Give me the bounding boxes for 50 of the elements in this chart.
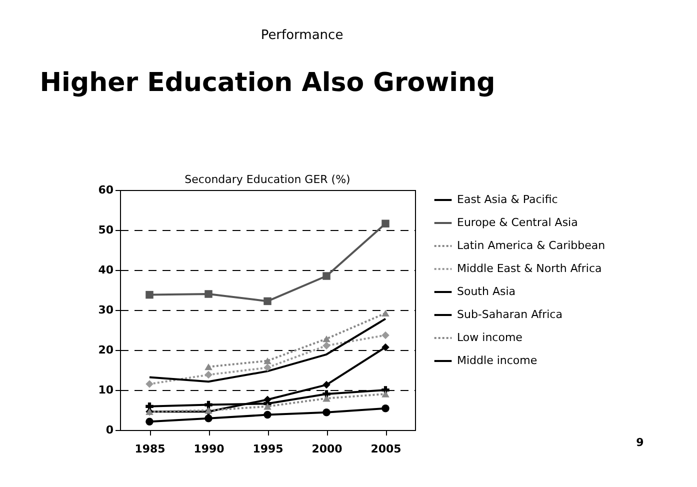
y-tick-label: 10 [98, 384, 114, 396]
x-tick-label: 1995 [252, 442, 284, 456]
point [146, 402, 154, 410]
y-tick-label: 40 [98, 264, 114, 276]
point [264, 357, 272, 364]
legend-label: Sub-Saharan Africa [457, 308, 562, 321]
legend-label: East Asia & Pacific [457, 193, 558, 206]
text: Performance [260, 28, 344, 43]
point [204, 290, 212, 298]
point [204, 400, 212, 409]
point [322, 335, 330, 342]
chart-subtitle: Secondary Education GER (%) [184, 173, 350, 186]
point [382, 331, 390, 340]
y-tick-label: 30 [98, 304, 114, 316]
x-tick-label: 2000 [312, 442, 343, 456]
point [322, 395, 330, 402]
point [264, 297, 272, 306]
legend-label: South Asia [457, 285, 516, 298]
point [146, 290, 154, 299]
chart-title: Higher Education Also Growing [40, 68, 496, 98]
point [146, 418, 154, 426]
y-tick-label: 50 [98, 224, 114, 236]
point [382, 343, 390, 352]
x-tick-label: 1985 [134, 442, 166, 456]
point [382, 220, 390, 228]
legend-label: Europe & Central Asia [457, 216, 578, 229]
point [322, 380, 330, 389]
point [322, 408, 330, 416]
point [382, 390, 390, 398]
y-tick-label: 60 [98, 184, 114, 196]
point [204, 363, 212, 370]
point [264, 403, 272, 410]
point [382, 404, 390, 412]
point [204, 370, 212, 379]
point [322, 272, 330, 280]
point [204, 414, 212, 422]
y-tick-label: 0 [106, 424, 114, 436]
x-tick-label: 1990 [194, 442, 225, 456]
point [382, 310, 390, 317]
legend-label: Low income [457, 331, 523, 344]
point [264, 410, 272, 419]
legend-label: Middle income [457, 354, 538, 367]
y-tick-label: 20 [98, 344, 114, 356]
text: 9 [636, 436, 644, 449]
point [264, 364, 272, 372]
point [146, 380, 154, 388]
legend-label: Latin America & Caribbean [457, 239, 606, 252]
legend-label: Middle East & North Africa [457, 262, 602, 275]
x-tick-label: 2005 [370, 442, 402, 456]
point [322, 342, 330, 350]
